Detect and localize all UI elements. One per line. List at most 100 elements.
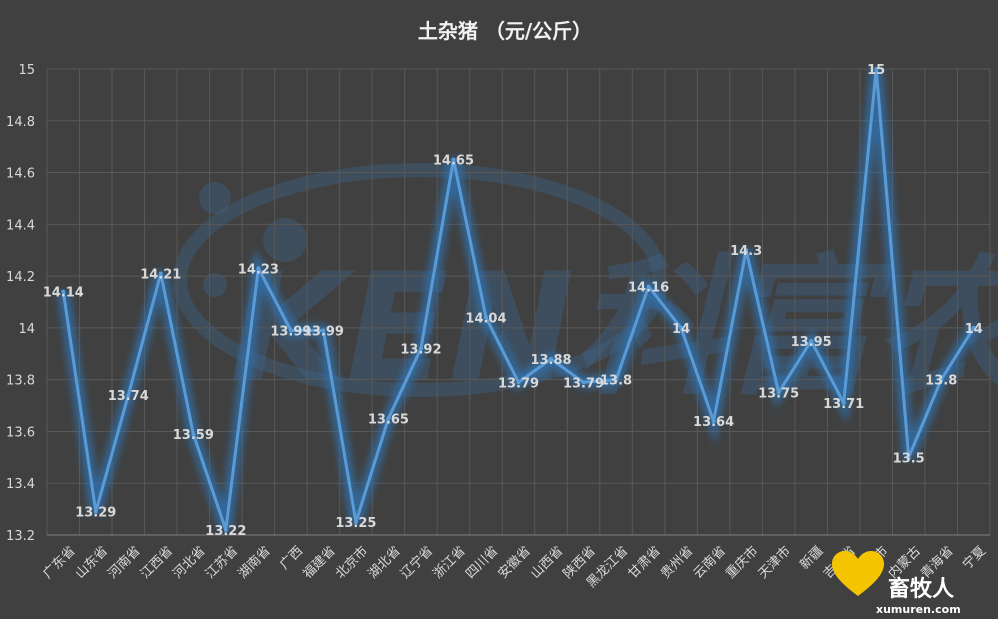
data-label: 14.21 xyxy=(140,268,181,283)
x-tick-label: 山东省 xyxy=(73,544,111,582)
x-tick-label: 北京市 xyxy=(332,543,371,582)
data-point xyxy=(126,393,131,398)
data-label: 13.88 xyxy=(530,353,571,368)
data-point xyxy=(971,325,976,330)
data-point xyxy=(874,67,879,71)
data-point xyxy=(841,400,846,405)
data-point xyxy=(744,248,749,253)
data-label: 14.23 xyxy=(238,262,279,277)
data-point xyxy=(776,390,781,395)
data-label: 14.65 xyxy=(433,154,474,169)
data-point xyxy=(61,289,66,294)
data-point xyxy=(386,416,391,421)
data-point xyxy=(906,455,911,460)
data-label: 13.59 xyxy=(173,428,214,443)
x-tick-label: 河北省 xyxy=(170,544,208,582)
x-tick-label: 甘肃省 xyxy=(626,544,664,582)
logo-subtext: xumuren.com xyxy=(876,603,961,616)
x-tick-label: 广西 xyxy=(277,544,306,573)
data-label: 13.95 xyxy=(791,335,832,350)
y-axis-ticks: 13.2 13.4 13.6 13.8 14 14.2 14.4 14.6 14.8 15 xyxy=(6,63,35,544)
x-tick-label: 江苏省 xyxy=(202,543,241,582)
data-label: 13.79 xyxy=(563,376,604,391)
x-tick-label: 天津市 xyxy=(755,543,794,582)
logo-text: 畜牧人 xyxy=(888,576,954,602)
y-tick-label: 13.8 xyxy=(6,374,35,389)
data-point xyxy=(451,157,456,162)
data-point xyxy=(191,432,196,437)
data-points xyxy=(61,67,976,532)
x-tick-label: 新疆 xyxy=(797,543,827,573)
data-label: 13.79 xyxy=(498,376,539,391)
data-point xyxy=(93,509,98,514)
y-tick-label: 14.6 xyxy=(6,167,35,182)
data-label: 13.71 xyxy=(823,397,864,412)
x-tick-label: 辽宁省 xyxy=(397,543,436,582)
y-tick-label: 14.2 xyxy=(6,270,35,285)
data-point xyxy=(679,325,684,330)
data-label: 13.75 xyxy=(758,387,799,402)
data-point xyxy=(483,315,488,320)
data-point xyxy=(516,380,521,385)
data-label: 14 xyxy=(965,322,983,337)
data-point xyxy=(158,271,163,276)
data-label: 13.8 xyxy=(925,374,957,389)
data-label: 13.99 xyxy=(303,324,344,339)
x-tick-label: 湖南省 xyxy=(235,543,274,582)
site-logo: 畜牧人 xumuren.com xyxy=(832,551,961,616)
data-label: 14.16 xyxy=(628,280,669,295)
heart-icon xyxy=(832,551,884,596)
x-tick-label: 四川省 xyxy=(463,544,501,582)
x-tick-label: 浙江省 xyxy=(431,544,469,582)
data-label: 14.04 xyxy=(465,312,506,327)
data-label: 13.74 xyxy=(108,389,149,404)
data-label: 13.92 xyxy=(400,343,441,358)
chart-title: 土杂猪 （元/公斤） xyxy=(418,19,592,43)
data-point xyxy=(288,328,293,333)
x-tick-label: 山西省 xyxy=(528,544,566,582)
data-point xyxy=(711,419,716,424)
data-point xyxy=(223,527,228,532)
x-tick-label: 重庆市 xyxy=(722,543,761,582)
y-tick-label: 14 xyxy=(18,322,35,337)
x-tick-label: 宁夏 xyxy=(959,543,989,573)
x-tick-label: 云南省 xyxy=(690,543,729,582)
x-tick-label: 贵州省 xyxy=(658,544,696,582)
data-label: 13.22 xyxy=(205,524,246,539)
data-label: 13.29 xyxy=(75,506,116,521)
x-tick-label: 湖北省 xyxy=(365,544,403,582)
data-point xyxy=(256,266,261,271)
watermark-text: KEN科富农 xyxy=(230,242,998,416)
data-point xyxy=(939,377,944,382)
data-label: 14.14 xyxy=(43,286,84,301)
x-tick-label: 广东省 xyxy=(40,544,78,582)
data-point xyxy=(418,346,423,351)
data-labels: 14.14 13.29 13.74 14.21 13.59 13.22 14.23 13.99… xyxy=(43,63,983,539)
y-tick-label: 14.4 xyxy=(6,218,35,233)
data-label: 15 xyxy=(867,63,885,78)
data-point xyxy=(321,328,326,333)
y-tick-label: 13.6 xyxy=(6,425,35,440)
x-tick-label: 江西省 xyxy=(138,544,176,582)
data-point xyxy=(646,284,651,289)
y-tick-label: 13.2 xyxy=(6,529,35,544)
x-tick-label: 安徽省 xyxy=(496,544,534,582)
y-tick-label: 14.8 xyxy=(6,115,35,130)
x-tick-label: 福建省 xyxy=(300,544,338,582)
y-tick-label: 15 xyxy=(18,63,35,78)
y-tick-label: 13.4 xyxy=(6,477,35,492)
data-label: 13.99 xyxy=(270,324,311,339)
data-label: 14 xyxy=(672,322,690,337)
data-label: 13.64 xyxy=(693,415,734,430)
data-label: 14.3 xyxy=(730,244,762,259)
data-label: 13.25 xyxy=(335,516,376,531)
data-point xyxy=(614,377,619,382)
data-point xyxy=(581,380,586,385)
data-label: 13.8 xyxy=(600,374,632,389)
data-point xyxy=(809,338,814,343)
x-tick-label: 河南省 xyxy=(105,543,144,582)
data-label: 13.5 xyxy=(893,451,925,466)
data-label: 13.65 xyxy=(368,413,409,428)
data-point xyxy=(353,520,358,525)
